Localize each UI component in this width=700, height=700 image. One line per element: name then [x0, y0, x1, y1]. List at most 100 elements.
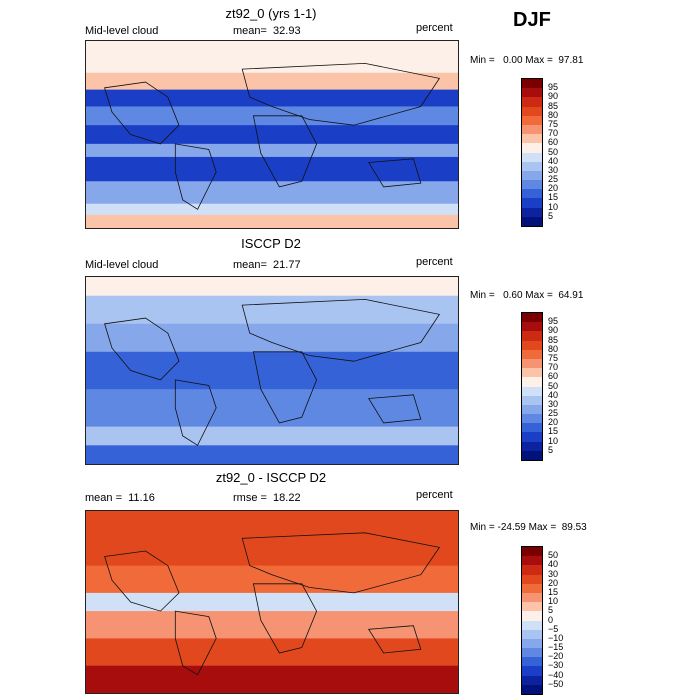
colorbar-tick-label: 70 [548, 362, 559, 373]
colorbar-swatch [522, 207, 542, 217]
colorbar-swatch [522, 432, 542, 442]
colorbar-tick-label: −50 [548, 678, 564, 689]
colorbar-swatch [522, 97, 542, 107]
panel-2-minmax-label: Min = 0.60 Max = 64.91 [470, 290, 584, 301]
colorbar-swatch [522, 170, 542, 181]
map-contour-band [86, 72, 458, 91]
colorbar-tick-label: 95 [548, 316, 559, 327]
colorbar-tick-label: 5 [548, 444, 554, 455]
colorbar-swatch [522, 556, 542, 566]
colorbar-swatch [522, 368, 542, 378]
map-contour-band [86, 156, 458, 183]
coastline [252, 115, 318, 188]
colorbar-swatch [522, 565, 542, 575]
colorbar-tick-label: 15 [548, 426, 559, 437]
coastline [174, 379, 217, 446]
map-contour-band [86, 611, 458, 640]
colorbar-swatch [522, 198, 542, 208]
colorbar-tick-label: 5 [548, 210, 554, 221]
map-contour-band [86, 203, 458, 216]
colorbar-swatch [522, 666, 542, 676]
colorbar-tick-label: −10 [548, 632, 564, 643]
colorbar-swatch [522, 414, 542, 424]
colorbar-tick-label: 40 [548, 559, 559, 570]
colorbar-swatch [522, 574, 542, 584]
colorbar-tick-label: 80 [548, 109, 559, 120]
panel-2-variable-label: Mid-level cloud [85, 259, 159, 271]
map-contour-band [86, 445, 458, 464]
panel-2-units-label: percent [416, 256, 453, 268]
colorbar-swatch [522, 322, 542, 332]
colorbar-tick-label: 25 [548, 408, 559, 419]
colorbar-tick-label: 5 [548, 605, 554, 616]
panel-3-mean-label: mean = 11.16 [85, 492, 155, 504]
colorbar-tick-label: 25 [548, 174, 559, 185]
map-field [86, 511, 458, 693]
colorbar-tick-label: 20 [548, 417, 559, 428]
coastline [174, 610, 217, 676]
colorbar-swatch [522, 611, 542, 621]
colorbar-tick-label: 20 [548, 577, 559, 588]
colorbar-swatch [522, 216, 542, 226]
colorbar-swatch [522, 675, 542, 685]
colorbar-swatch [522, 404, 542, 415]
panel-1-minmax-label: Min = 0.00 Max = 97.81 [470, 55, 584, 66]
colorbar-tick-label: −40 [548, 669, 564, 680]
colorbar-tick-label: 80 [548, 343, 559, 354]
colorbar-tick-label: 10 [548, 435, 559, 446]
map-contour-band [86, 106, 458, 127]
coastline [368, 625, 422, 654]
colorbar-swatch [522, 441, 542, 451]
colorbar-tick-label: 20 [548, 183, 559, 194]
map-contour-band [86, 323, 458, 353]
map-contour-band [86, 277, 458, 297]
colorbar-swatch [522, 106, 542, 116]
colorbar-tick-label: 50 [548, 146, 559, 157]
colorbar-tick-label: −15 [548, 642, 564, 653]
map-contour-band [86, 214, 458, 228]
map-contour-band [86, 389, 458, 428]
colorbar-swatch [522, 377, 542, 387]
colorbar-tick-label: 30 [548, 568, 559, 579]
panel-1-title: zt92_0 (yrs 1-1) [225, 6, 317, 21]
colorbar-swatch [522, 180, 542, 190]
colorbar-tick-label: 40 [548, 155, 559, 166]
colorbar-tick-label: 10 [548, 201, 559, 212]
colorbar-swatch [522, 349, 542, 359]
colorbar-swatch [522, 620, 542, 630]
colorbar-swatch [522, 395, 542, 405]
coastline [241, 298, 441, 362]
colorbar-swatch [522, 115, 542, 125]
map-contour-band [86, 125, 458, 145]
colorbar-tick-label: 40 [548, 389, 559, 400]
colorbar-swatch [522, 161, 542, 171]
colorbar-tick-label: −20 [548, 651, 564, 662]
colorbar-swatch [522, 189, 542, 199]
colorbar-swatch [522, 331, 542, 341]
panel-3-units-label: percent [416, 489, 453, 501]
panel-1-units-label: percent [416, 22, 453, 34]
colorbar-swatch [522, 602, 542, 612]
map-contour-band [86, 41, 458, 74]
colorbar-tick-label: 95 [548, 82, 559, 93]
map-contour-band [86, 565, 458, 594]
coastline [368, 394, 422, 424]
map-contour-band [86, 511, 458, 567]
coastline [174, 143, 217, 210]
colorbar-tick-label: 60 [548, 137, 559, 148]
colorbar-swatch [522, 583, 542, 593]
colorbar-swatch [522, 340, 542, 350]
panel-1-mean-label: mean= 32.93 [233, 25, 301, 37]
colorbar-swatch [522, 547, 542, 557]
panel-3-title: zt92_0 - ISCCP D2 [215, 470, 327, 485]
season-label: DJF [513, 9, 551, 31]
colorbar-tick-label: 50 [548, 550, 559, 561]
map-field [86, 277, 458, 464]
colorbar-swatch [522, 313, 542, 323]
colorbar-swatch [522, 143, 542, 153]
coastline [241, 62, 441, 126]
colorbar-swatch [522, 648, 542, 658]
panel-2-title: ISCCP D2 [241, 236, 301, 251]
colorbar-tick-label: 85 [548, 334, 559, 345]
map-contour-band [86, 295, 458, 325]
